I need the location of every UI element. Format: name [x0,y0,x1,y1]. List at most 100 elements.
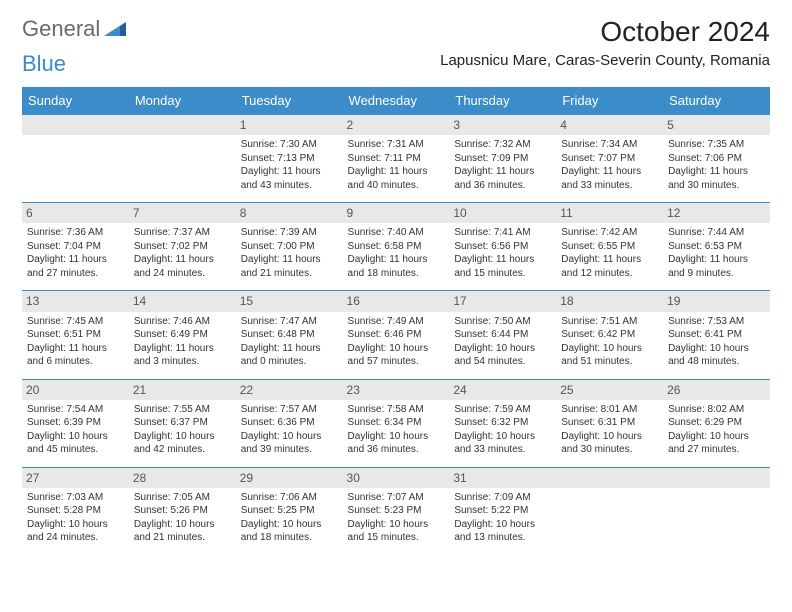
weekday-header: Wednesday [343,87,450,115]
day-details: Sunrise: 7:47 AMSunset: 6:48 PMDaylight:… [240,315,339,369]
day-details: Sunrise: 7:35 AMSunset: 7:06 PMDaylight:… [667,138,766,192]
logo-triangle-icon [104,16,126,42]
calendar-day-cell: 21Sunrise: 7:55 AMSunset: 6:37 PMDayligh… [129,379,236,467]
calendar-day-cell: 31 Sunrise: 7:09 AMSunset: 5:22 PMDayligh… [449,467,556,555]
weekday-header: Friday [556,87,663,115]
logo-text-general: General [22,16,100,42]
weekday-header: Saturday [663,87,770,115]
calendar-day-cell: 6Sunrise: 7:36 AMSunset: 7:04 PMDaylight… [22,203,129,291]
calendar-day-cell: 14Sunrise: 7:46 AMSunset: 6:49 PMDayligh… [129,291,236,379]
calendar-day-cell: 9 Sunrise: 7:40 AMSunset: 6:58 PMDaylight… [343,203,450,291]
calendar-empty-cell [556,467,663,555]
calendar-week-row: 1 Sunrise: 7:30 AMSunset: 7:13 PMDaylight… [22,115,770,203]
location-text: Lapusnicu Mare, Caras-Severin County, Ro… [440,52,770,69]
day-details: Sunrise: 7:39 AMSunset: 7:00 PMDaylight:… [240,226,339,280]
day-number: 27 [22,468,129,488]
calendar-day-cell: 2Sunrise: 7:31 AMSunset: 7:11 PMDaylight… [343,115,450,203]
calendar-day-cell: 17Sunrise: 7:50 AMSunset: 6:44 PMDayligh… [449,291,556,379]
day-details: Sunrise: 7:53 AMSunset: 6:41 PMDaylight:… [667,315,766,369]
calendar-day-cell: 27Sunrise: 7:03 AMSunset: 5:28 PMDayligh… [22,467,129,555]
day-number: 30 [343,468,450,488]
calendar-empty-cell [22,115,129,203]
day-number: 13 [22,291,129,311]
calendar-day-cell: 16 Sunrise: 7:49 AMSunset: 6:46 PMDayligh… [343,291,450,379]
day-number: 23 [343,380,450,400]
calendar-day-cell: 15 Sunrise: 7:47 AMSunset: 6:48 PMDayligh… [236,291,343,379]
day-number-empty [129,115,236,135]
day-number: 14 [129,291,236,311]
calendar-day-cell: 3 Sunrise: 7:32 AMSunset: 7:09 PMDaylight… [449,115,556,203]
day-details: Sunrise: 8:01 AMSunset: 6:31 PMDaylight:… [560,403,659,457]
day-details: Sunrise: 7:06 AMSunset: 5:25 PMDaylight:… [240,491,339,545]
day-number: 24 [449,380,556,400]
calendar-day-cell: 7 Sunrise: 7:37 AMSunset: 7:02 PMDaylight… [129,203,236,291]
logo: General [22,16,128,42]
day-details: Sunrise: 7:32 AMSunset: 7:09 PMDaylight:… [453,138,552,192]
day-number: 8 [236,203,343,223]
calendar-day-cell: 13 Sunrise: 7:45 AMSunset: 6:51 PMDayligh… [22,291,129,379]
calendar-day-cell: 11 Sunrise: 7:42 AMSunset: 6:55 PMDayligh… [556,203,663,291]
weekday-header: Sunday [22,87,129,115]
day-details: Sunrise: 7:34 AMSunset: 7:07 PMDaylight:… [560,138,659,192]
calendar-empty-cell [129,115,236,203]
calendar-day-cell: 8 Sunrise: 7:39 AMSunset: 7:00 PMDaylight… [236,203,343,291]
calendar-day-cell: 23Sunrise: 7:58 AMSunset: 6:34 PMDayligh… [343,379,450,467]
day-details: Sunrise: 7:30 AMSunset: 7:13 PMDaylight:… [240,138,339,192]
day-details: Sunrise: 7:49 AMSunset: 6:46 PMDaylight:… [347,315,446,369]
day-number: 1 [236,115,343,135]
calendar-week-row: 13 Sunrise: 7:45 AMSunset: 6:51 PMDayligh… [22,291,770,379]
day-details: Sunrise: 7:55 AMSunset: 6:37 PMDaylight:… [133,403,232,457]
day-number: 26 [663,380,770,400]
calendar-day-cell: 30 Sunrise: 7:07 AMSunset: 5:23 PMDayligh… [343,467,450,555]
day-number: 17 [449,291,556,311]
day-details: Sunrise: 7:42 AMSunset: 6:55 PMDaylight:… [560,226,659,280]
day-details: Sunrise: 8:02 AMSunset: 6:29 PMDaylight:… [667,403,766,457]
day-details: Sunrise: 7:37 AMSunset: 7:02 PMDaylight:… [133,226,232,280]
day-details: Sunrise: 7:59 AMSunset: 6:32 PMDaylight:… [453,403,552,457]
day-number: 9 [343,203,450,223]
day-details: Sunrise: 7:09 AMSunset: 5:22 PMDaylight:… [453,491,552,545]
calendar-week-row: 20 Sunrise: 7:54 AMSunset: 6:39 PMDayligh… [22,379,770,467]
logo-text-blue: Blue [22,51,66,77]
day-number: 7 [129,203,236,223]
weekday-header-row: SundayMondayTuesdayWednesdayThursdayFrid… [22,87,770,115]
day-number: 2 [343,115,450,135]
calendar-day-cell: 1 Sunrise: 7:30 AMSunset: 7:13 PMDaylight… [236,115,343,203]
day-details: Sunrise: 7:40 AMSunset: 6:58 PMDaylight:… [347,226,446,280]
calendar-day-cell: 12 Sunrise: 7:44 AMSunset: 6:53 PMDayligh… [663,203,770,291]
day-number: 20 [22,380,129,400]
day-number: 25 [556,380,663,400]
calendar-week-row: 27Sunrise: 7:03 AMSunset: 5:28 PMDayligh… [22,467,770,555]
calendar-day-cell: 5 Sunrise: 7:35 AMSunset: 7:06 PMDaylight… [663,115,770,203]
day-number: 5 [663,115,770,135]
calendar-day-cell: 4 Sunrise: 7:34 AMSunset: 7:07 PMDaylight… [556,115,663,203]
title-block: October 2024 Lapusnicu Mare, Caras-Sever… [440,16,770,69]
day-details: Sunrise: 7:05 AMSunset: 5:26 PMDaylight:… [133,491,232,545]
weekday-header: Thursday [449,87,556,115]
day-details: Sunrise: 7:41 AMSunset: 6:56 PMDaylight:… [453,226,552,280]
calendar-table: SundayMondayTuesdayWednesdayThursdayFrid… [22,87,770,555]
weekday-header: Monday [129,87,236,115]
calendar-day-cell: 29Sunrise: 7:06 AMSunset: 5:25 PMDayligh… [236,467,343,555]
calendar-day-cell: 18Sunrise: 7:51 AMSunset: 6:42 PMDayligh… [556,291,663,379]
day-details: Sunrise: 7:44 AMSunset: 6:53 PMDaylight:… [667,226,766,280]
day-details: Sunrise: 7:07 AMSunset: 5:23 PMDaylight:… [347,491,446,545]
calendar-day-cell: 20 Sunrise: 7:54 AMSunset: 6:39 PMDayligh… [22,379,129,467]
calendar-empty-cell [663,467,770,555]
calendar-day-cell: 25 Sunrise: 8:01 AMSunset: 6:31 PMDayligh… [556,379,663,467]
day-number-empty [22,115,129,135]
day-details: Sunrise: 7:57 AMSunset: 6:36 PMDaylight:… [240,403,339,457]
day-number: 3 [449,115,556,135]
day-number: 6 [22,203,129,223]
month-title: October 2024 [440,16,770,48]
day-number-empty [663,468,770,488]
day-number-empty [556,468,663,488]
day-number: 4 [556,115,663,135]
day-number: 16 [343,291,450,311]
day-number: 31 [449,468,556,488]
day-details: Sunrise: 7:54 AMSunset: 6:39 PMDaylight:… [26,403,125,457]
day-details: Sunrise: 7:45 AMSunset: 6:51 PMDaylight:… [26,315,125,369]
day-number: 12 [663,203,770,223]
day-number: 15 [236,291,343,311]
day-number: 11 [556,203,663,223]
